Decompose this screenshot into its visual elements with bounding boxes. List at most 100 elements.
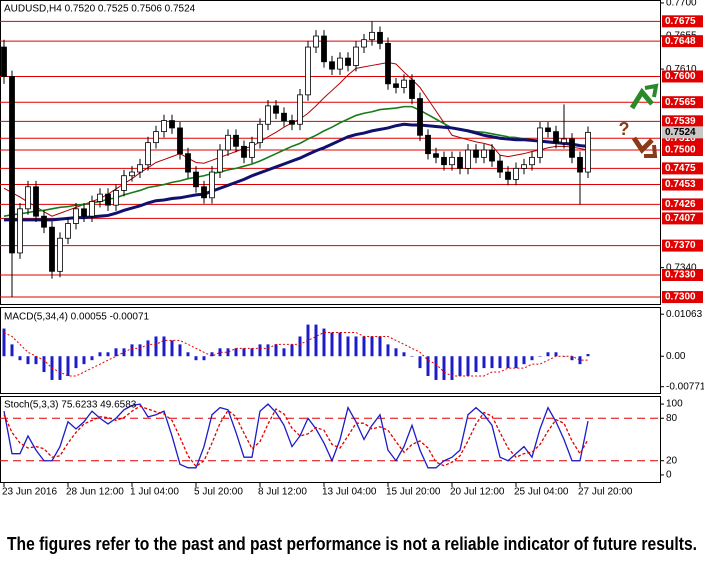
candle-body	[105, 193, 111, 206]
macd-bar	[578, 356, 582, 365]
macd-bar	[330, 332, 334, 357]
candle-body	[153, 131, 159, 144]
level-label: 0.7426	[665, 199, 696, 210]
candle-body	[97, 193, 103, 202]
level-label: 0.7539	[665, 116, 696, 127]
level-label-box	[662, 35, 703, 48]
candle-body	[57, 237, 63, 272]
candle-body	[137, 164, 143, 173]
macd-bar	[74, 356, 78, 369]
level-label: 0.7516	[665, 133, 696, 144]
macd-bar	[170, 340, 174, 357]
macd-bar	[106, 352, 110, 357]
macd-bar	[274, 344, 278, 357]
level-label-box	[662, 70, 703, 83]
macd-bar	[450, 356, 454, 380]
candle-body	[409, 79, 415, 99]
candle-body	[41, 215, 47, 228]
y-tick-label: 0.7340	[666, 262, 697, 273]
macd-bar	[34, 356, 38, 365]
macd-bar	[242, 348, 246, 357]
signal-line	[3, 332, 588, 377]
macd-bar	[490, 356, 494, 369]
macd-bar	[138, 344, 142, 357]
x-tick-label: 13 Jul 04:00	[322, 487, 377, 498]
level-label-box	[662, 15, 703, 28]
macd-bar	[362, 336, 366, 357]
down-arrow	[631, 136, 654, 154]
level-label-box	[662, 239, 703, 252]
y-tick-label: 0	[666, 470, 672, 481]
macd-bar	[434, 356, 438, 380]
macd-bar	[354, 336, 358, 357]
level-label: 0.7407	[665, 213, 696, 224]
down-arrow-head	[644, 144, 658, 158]
y-tick-label: 0.00	[666, 351, 686, 362]
candle-body	[217, 149, 223, 173]
y-tick-label: 0.01063	[666, 309, 703, 320]
macd-bar	[298, 336, 302, 357]
candle-body	[249, 142, 255, 158]
macd-bar	[98, 352, 102, 357]
level-label-box	[662, 269, 703, 281]
candle-body	[441, 156, 447, 166]
macd-bar	[394, 348, 398, 357]
y-tick-label: 80	[666, 413, 678, 424]
candle-body	[209, 171, 215, 199]
candle-body	[369, 31, 375, 41]
y-tick-label: 0.7610	[666, 64, 697, 75]
level-label-box	[662, 96, 703, 109]
macd-bar	[554, 352, 558, 357]
candle-body	[393, 83, 399, 88]
x-tick-label: 27 Jul 20:00	[578, 487, 633, 498]
candle-body	[433, 153, 439, 158]
candle-body	[561, 138, 567, 144]
macd-bar	[306, 324, 310, 357]
level-label-box	[662, 198, 703, 211]
candle-body	[273, 105, 279, 114]
macd-bar	[402, 352, 406, 357]
level-label: 0.7300	[665, 292, 696, 303]
level-label: 0.7675	[665, 16, 696, 27]
macd-bar	[10, 344, 14, 357]
candle-body	[465, 149, 471, 169]
disclaimer: The figures refer to the past and past p…	[7, 534, 697, 554]
candle-body	[161, 120, 167, 133]
macd-bar	[482, 356, 486, 369]
y-tick-label: 0.7700	[666, 0, 697, 9]
candle-body	[129, 171, 135, 177]
macd-bar	[26, 356, 30, 365]
macd-bar	[346, 336, 350, 357]
macd-bar	[154, 336, 158, 357]
candle-body	[489, 149, 495, 162]
macd-bar	[418, 356, 422, 369]
level-label: 0.7565	[665, 97, 696, 108]
candle-body	[177, 127, 183, 155]
candle-body	[265, 105, 271, 125]
candle-body	[17, 208, 23, 254]
candle-body	[25, 186, 31, 210]
macd-bar	[426, 356, 430, 376]
level-label-box	[662, 291, 703, 304]
stoch-panel-frame	[0, 396, 661, 483]
up-arrow	[629, 87, 654, 110]
candle-body	[297, 94, 303, 125]
macd-bar	[442, 356, 446, 380]
up-arrow-head	[644, 83, 659, 98]
candle-body	[529, 156, 535, 166]
macd-bar	[514, 356, 518, 369]
macd-bar	[538, 356, 542, 357]
line-series	[3, 403, 589, 469]
last-price-label: 0.7524	[665, 127, 696, 138]
macd-bar	[370, 336, 374, 357]
macd-bar	[322, 328, 326, 357]
macd-bar	[530, 356, 534, 361]
candle-body	[585, 131, 591, 173]
y-tick-label: 20	[666, 455, 678, 466]
macd-bar	[266, 344, 270, 357]
candle-body	[425, 134, 431, 155]
candle-body	[257, 123, 263, 144]
candle-body	[337, 57, 343, 70]
candle-body	[457, 156, 463, 169]
level-label-box	[662, 212, 703, 225]
